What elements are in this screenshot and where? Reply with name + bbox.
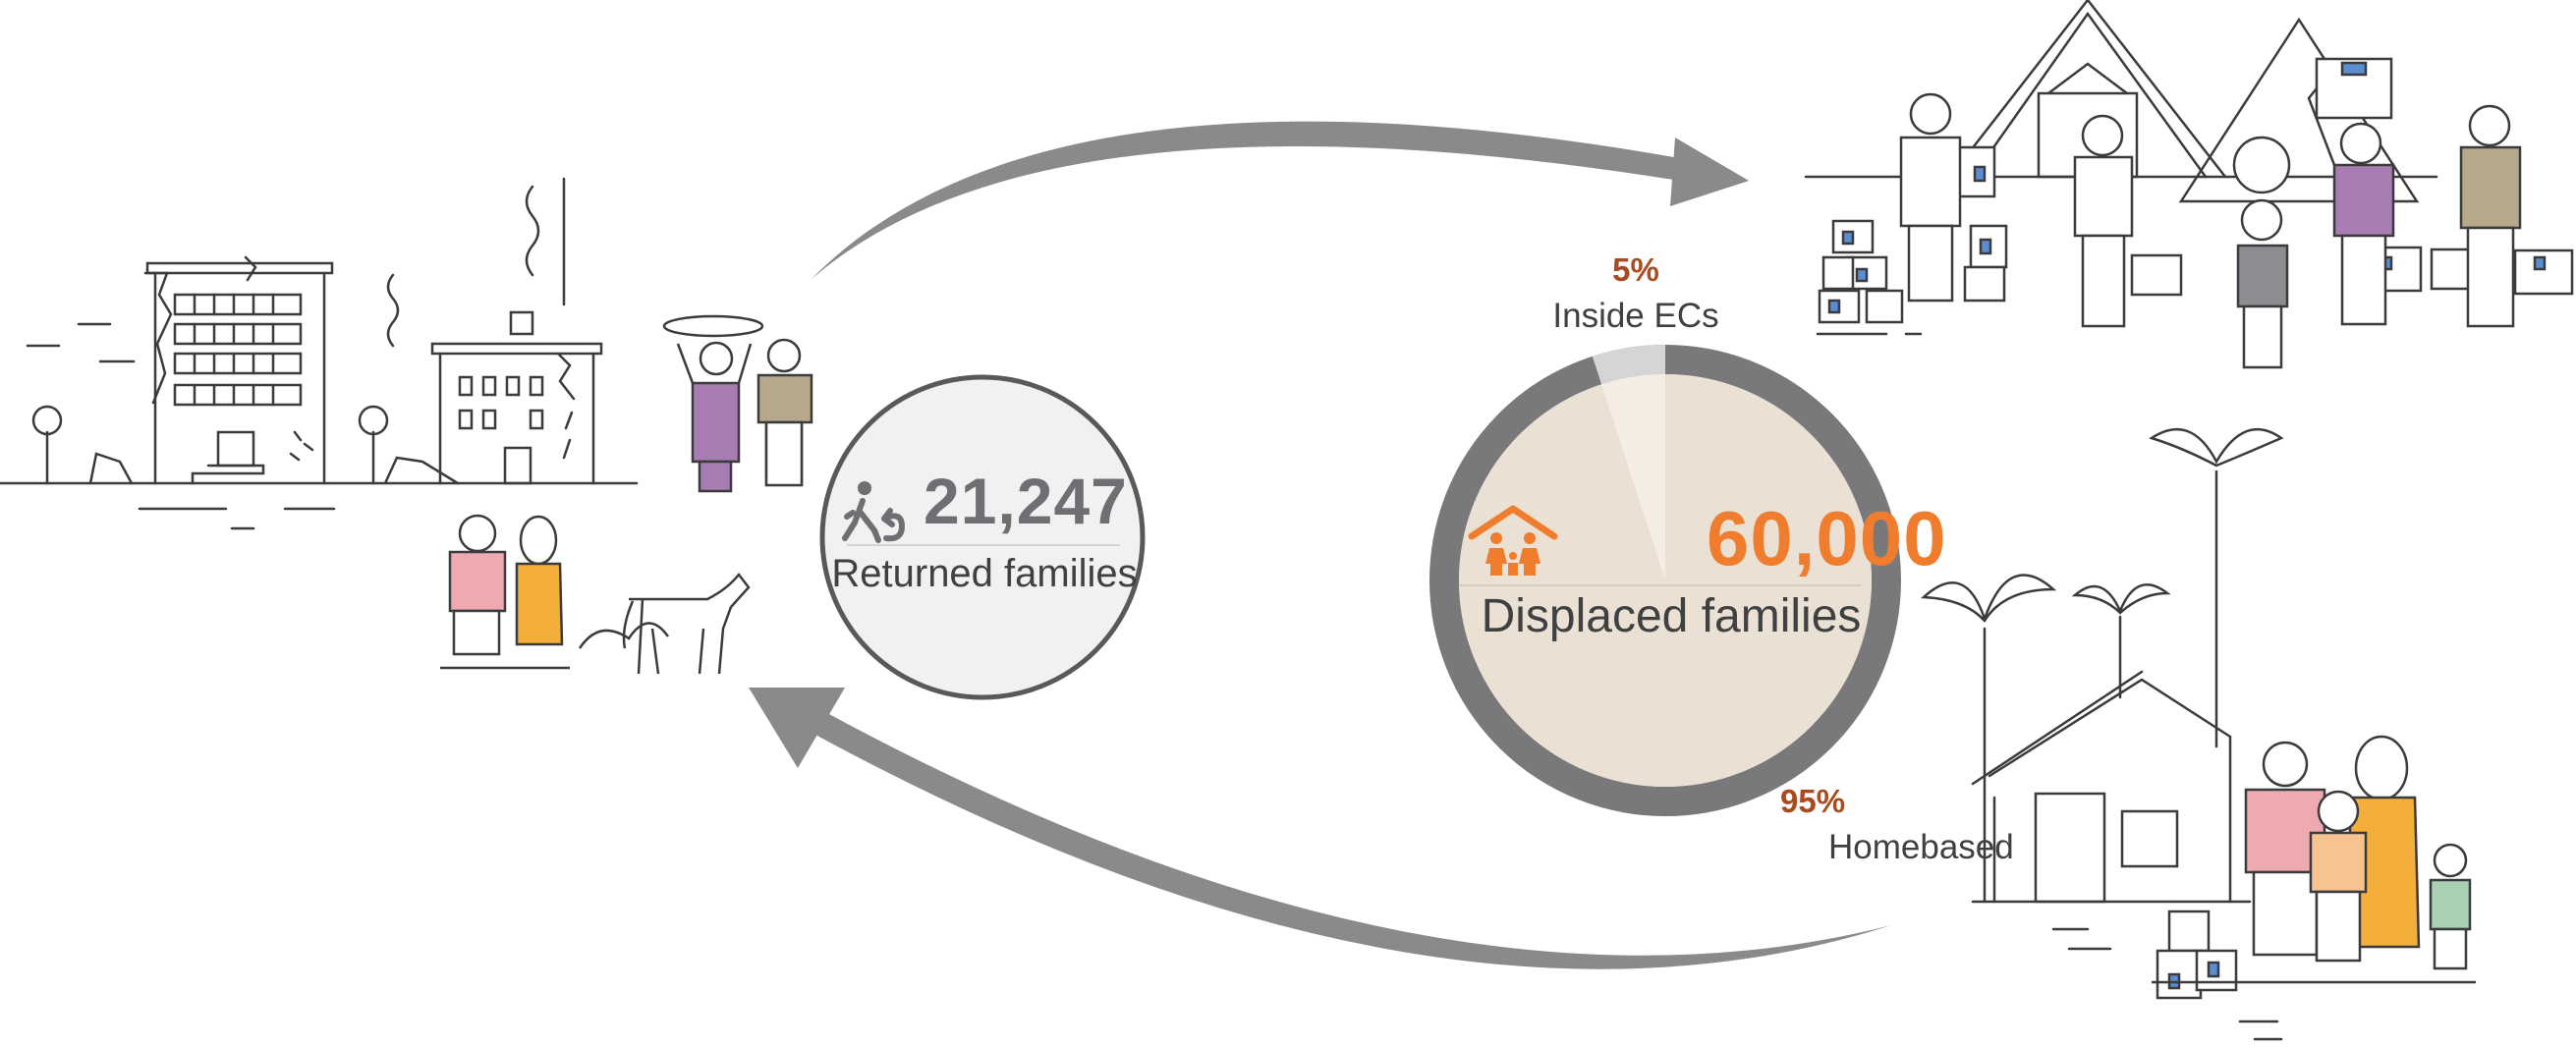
evacuees-illustration [1899, 87, 2522, 369]
displaced-families-label: Displaced families [1481, 590, 1862, 642]
walking-return-icon [842, 481, 905, 543]
inner-slice-inside-ecs [1601, 374, 1665, 580]
relief-boxes [1818, 57, 2574, 324]
host-community-illustration [1920, 427, 2284, 1041]
displaced-families-ring [1429, 345, 1901, 816]
family-shelter-icon [1468, 505, 1558, 576]
inside-ecs-percent: 5% [1612, 251, 1659, 288]
displaced-families-count: 60,000 [1707, 495, 1947, 581]
host-family-illustration [2152, 735, 2476, 1000]
returning-people-illustration [662, 314, 813, 493]
returned-families-badge [819, 374, 1146, 700]
returned-families-label: Returned families [831, 552, 1138, 595]
damaged-town-illustration [0, 177, 639, 530]
returned-families-count: 21,247 [924, 465, 1128, 537]
flow-arrow-to-displacement [811, 121, 1749, 280]
farmers-illustration [440, 514, 751, 675]
inside-ecs-label: Inside ECs [1552, 297, 1719, 335]
flow-arrow-to-return [749, 688, 1891, 969]
homebased-percent: 95% [1780, 783, 1846, 819]
homebased-label: Homebased [1828, 828, 2014, 866]
ring-segment-inside-ecs [1592, 345, 1666, 385]
